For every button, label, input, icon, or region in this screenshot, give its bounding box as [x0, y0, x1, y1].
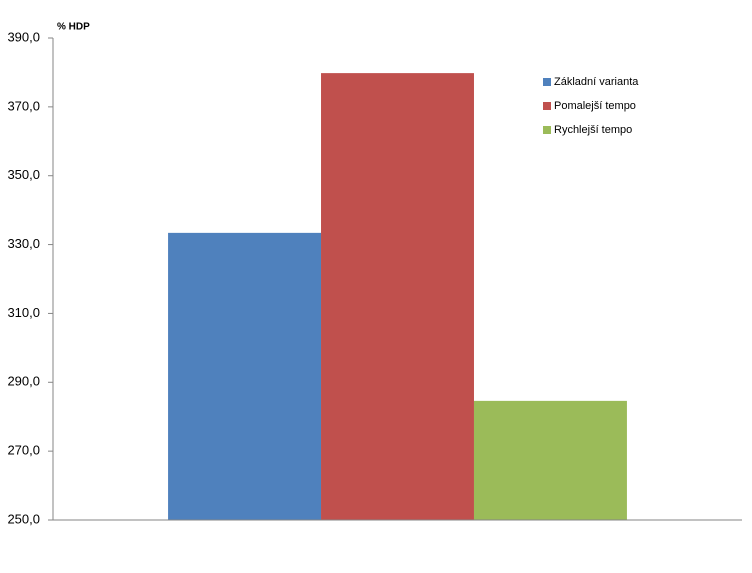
y-tick-label: 330,0: [7, 236, 40, 251]
y-tick-label: 250,0: [7, 511, 40, 526]
legend-label: Základní varianta: [554, 76, 639, 88]
y-tick-label: 350,0: [7, 167, 40, 182]
y-tick-label: 310,0: [7, 305, 40, 320]
bar: [473, 400, 627, 520]
legend-label: Rychlejší tempo: [554, 124, 632, 136]
y-axis-label: % HDP: [57, 22, 90, 33]
y-tick-label: 270,0: [7, 443, 40, 458]
legend-swatch: [543, 78, 551, 86]
y-tick-label: 370,0: [7, 98, 40, 113]
y-tick-label: 390,0: [7, 29, 40, 44]
bar: [321, 73, 474, 521]
legend-swatch: [543, 102, 551, 110]
y-tick-label: 290,0: [7, 374, 40, 389]
legend-label: Pomalejší tempo: [554, 100, 636, 112]
bar: [168, 232, 322, 520]
legend-swatch: [543, 126, 551, 134]
